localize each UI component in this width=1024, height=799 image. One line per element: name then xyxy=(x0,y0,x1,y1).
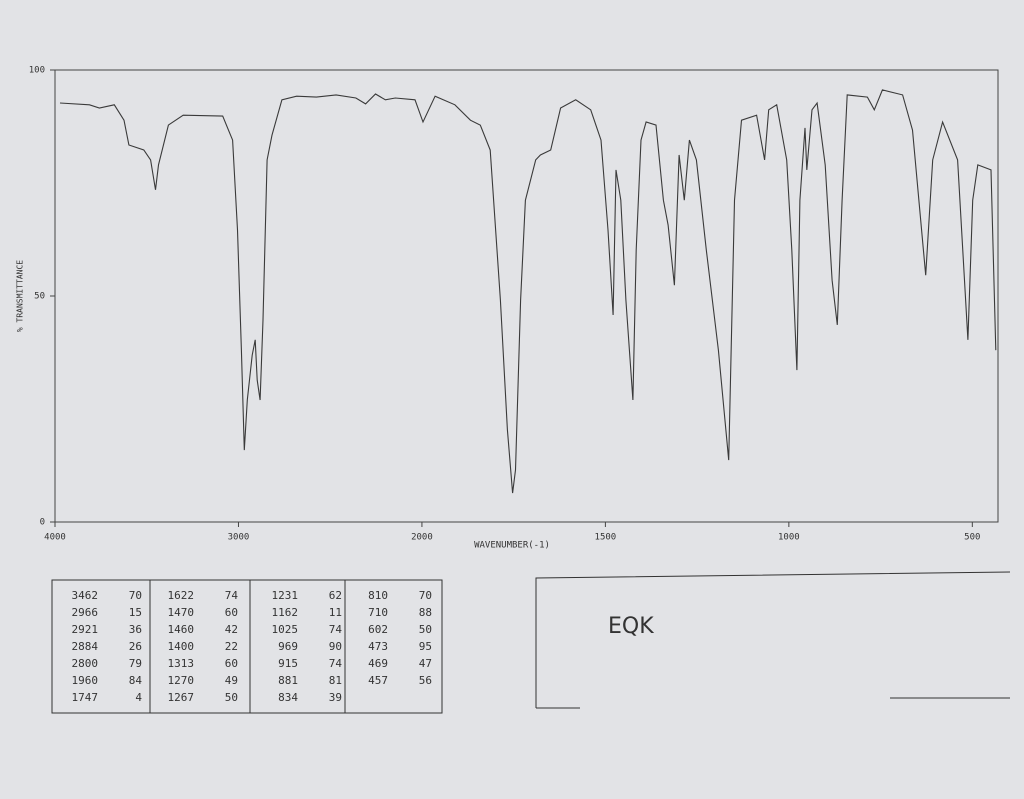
x-tick-label: 500 xyxy=(964,533,980,543)
peak-cell: 881 xyxy=(278,674,298,687)
peak-cell: 915 xyxy=(278,657,298,670)
peak-cell: 1622 xyxy=(168,589,195,602)
peak-cell: 834 xyxy=(278,691,298,704)
peak-cell: 42 xyxy=(225,623,238,636)
peak-cell: 602 xyxy=(368,623,388,636)
peak-cell: 74 xyxy=(329,623,343,636)
peak-cell: 74 xyxy=(329,657,343,670)
peak-cell: 60 xyxy=(225,606,238,619)
peak-cell: 47 xyxy=(419,657,432,670)
peak-cell: 22 xyxy=(225,640,238,653)
y-tick-label: 100 xyxy=(29,66,45,76)
peak-cell: 74 xyxy=(225,589,239,602)
peak-cell: 39 xyxy=(329,691,342,704)
peak-cell: 49 xyxy=(225,674,238,687)
peak-cell: 26 xyxy=(129,640,142,653)
peak-cell: 1267 xyxy=(168,691,195,704)
peak-cell: 473 xyxy=(368,640,388,653)
label-box xyxy=(535,571,1011,708)
peak-cell: 2966 xyxy=(72,606,99,619)
peak-cell: 36 xyxy=(129,623,142,636)
peak-cell: 95 xyxy=(419,640,432,653)
peak-cell: 70 xyxy=(419,589,432,602)
peak-cell: 1960 xyxy=(72,674,99,687)
peak-cell: 60 xyxy=(225,657,238,670)
peak-cell: 969 xyxy=(278,640,298,653)
peak-cell: 1313 xyxy=(168,657,195,670)
x-tick-label: 4000 xyxy=(44,533,66,543)
peak-cell: 1025 xyxy=(272,623,299,636)
peak-cell: 50 xyxy=(225,691,238,704)
x-axis-label: WAVENUMBER(-1) xyxy=(474,541,550,551)
peak-cell: 2800 xyxy=(72,657,99,670)
y-tick-label: 0 xyxy=(40,518,45,528)
peak-cell: 469 xyxy=(368,657,388,670)
peak-cell: 1400 xyxy=(168,640,195,653)
peak-cell: 4 xyxy=(135,691,142,704)
peak-cell: 1747 xyxy=(72,691,99,704)
peak-cell: 810 xyxy=(368,589,388,602)
peak-cell: 2884 xyxy=(72,640,99,653)
peak-cell: 84 xyxy=(129,674,143,687)
peak-cell: 81 xyxy=(329,674,342,687)
x-tick-label: 3000 xyxy=(228,533,250,543)
peak-cell: 457 xyxy=(368,674,388,687)
peak-table-frame xyxy=(51,579,443,714)
peak-cell: 2921 xyxy=(72,623,99,636)
peak-cell: 1162 xyxy=(272,606,299,619)
peak-cell: 15 xyxy=(129,606,142,619)
peak-cell: 88 xyxy=(419,606,432,619)
peak-cell: 50 xyxy=(419,623,432,636)
peak-cell: 1231 xyxy=(272,589,299,602)
peak-cell: 11 xyxy=(329,606,342,619)
y-axis-label: % TRANSMITTANCE xyxy=(16,260,25,332)
x-tick-label: 1000 xyxy=(778,533,800,543)
sample-label: EQK xyxy=(608,614,654,639)
spectrum-line xyxy=(59,89,997,494)
x-tick-label: 1500 xyxy=(595,533,617,543)
peak-cell: 62 xyxy=(329,589,342,602)
y-tick-label: 50 xyxy=(34,292,45,302)
peak-cell: 710 xyxy=(368,606,388,619)
peak-cell: 79 xyxy=(129,657,142,670)
peak-cell: 1470 xyxy=(168,606,195,619)
x-tick-label: 2000 xyxy=(411,533,433,543)
peak-cell: 1460 xyxy=(168,623,195,636)
peak-cell: 70 xyxy=(129,589,142,602)
peak-cell: 90 xyxy=(329,640,342,653)
peak-cell: 1270 xyxy=(168,674,195,687)
peak-cell: 56 xyxy=(419,674,432,687)
peak-cell: 3462 xyxy=(72,589,99,602)
